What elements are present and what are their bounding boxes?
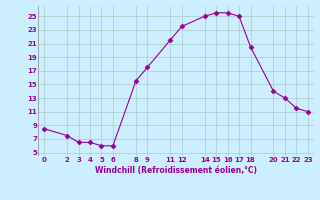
X-axis label: Windchill (Refroidissement éolien,°C): Windchill (Refroidissement éolien,°C) [95, 166, 257, 175]
